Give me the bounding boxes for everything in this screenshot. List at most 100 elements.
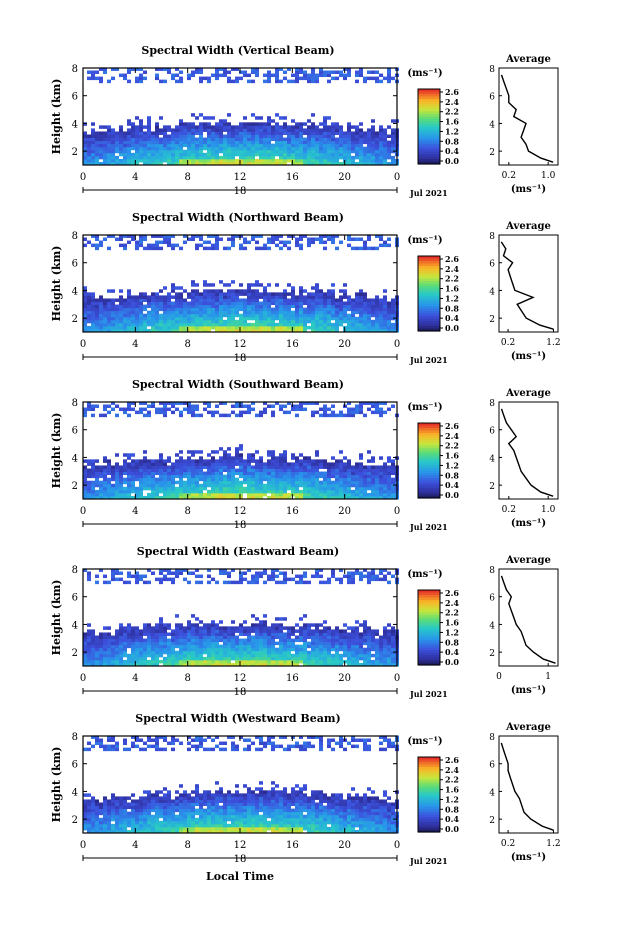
heatmap-cell <box>315 462 319 466</box>
heatmap-cell <box>171 128 175 132</box>
heatmap-cell <box>311 462 315 466</box>
heatmap-cell <box>271 456 275 460</box>
heatmap-cell <box>171 141 175 145</box>
heatmap-cell <box>151 323 155 327</box>
heatmap-cell <box>115 472 119 476</box>
heatmap-cell <box>307 645 311 649</box>
heatmap-cell <box>283 626 287 630</box>
heatmap-cell <box>315 636 319 640</box>
heatmap-cell <box>339 487 343 491</box>
heatmap-cell <box>279 571 283 575</box>
heatmap-cell <box>179 465 183 469</box>
heatmap-cell <box>123 150 127 154</box>
heatmap-cell <box>91 642 95 646</box>
heatmap-cell <box>295 144 299 148</box>
heatmap-cell <box>175 654 179 658</box>
heatmap-cell <box>275 77 279 81</box>
heatmap-cell <box>299 237 303 241</box>
heatmap-cell <box>355 478 359 482</box>
heatmap-cell <box>327 159 331 163</box>
heatmap-cell <box>159 289 163 293</box>
heatmap-cell <box>127 138 131 142</box>
heatmap-cell <box>211 636 215 640</box>
heatmap-cell <box>263 626 267 630</box>
heatmap-cell <box>339 156 343 160</box>
heatmap-cell <box>91 490 95 494</box>
heatmap-cell <box>91 308 95 312</box>
heatmap-cell <box>387 469 391 473</box>
heatmap-cell <box>203 77 207 81</box>
heatmap-cell <box>151 469 155 473</box>
heatmap-cell <box>159 144 163 148</box>
heatmap-cell <box>107 645 111 649</box>
heatmap-cell <box>215 323 219 327</box>
heatmap-cell <box>211 314 215 318</box>
heatmap-cell <box>191 292 195 296</box>
heatmap-cell <box>331 465 335 469</box>
heatmap-cell <box>387 244 391 248</box>
heatmap-cell <box>299 314 303 318</box>
heatmap-cell <box>183 156 187 160</box>
heatmap-cell <box>387 150 391 154</box>
heatmap-cell <box>355 493 359 497</box>
heatmap-cell <box>335 156 339 160</box>
heatmap-cell <box>107 144 111 148</box>
heatmap-cell <box>219 478 223 482</box>
heatmap-cell <box>127 292 131 296</box>
heatmap-cell <box>359 74 363 78</box>
heatmap-cell <box>155 241 159 245</box>
heatmap-cell <box>271 74 275 78</box>
heatmap-cell <box>227 147 231 151</box>
heatmap-cell <box>383 490 387 494</box>
heatmap-cell <box>219 456 223 460</box>
heatmap-cell <box>187 639 191 643</box>
heatmap-cell <box>327 150 331 154</box>
heatmap-cell <box>287 578 291 582</box>
heatmap-cell <box>339 150 343 154</box>
heatmap-cell <box>291 629 295 633</box>
heatmap-cell <box>231 493 235 497</box>
heatmap-cell <box>311 648 315 652</box>
panel-title: Spectral Width (Eastward Beam) <box>137 545 339 558</box>
heatmap-cell <box>223 159 227 163</box>
heatmap-cell <box>255 414 259 418</box>
heatmap-cell <box>299 645 303 649</box>
heatmap-cell <box>151 314 155 318</box>
heatmap-cell <box>123 314 127 318</box>
heatmap-cell <box>191 74 195 78</box>
heatmap-cell <box>247 144 251 148</box>
heatmap-cell <box>139 654 143 658</box>
heatmap-cell <box>315 469 319 473</box>
heatmap-cell <box>227 283 231 287</box>
heatmap-cell <box>311 484 315 488</box>
heatmap-cell <box>291 632 295 636</box>
heatmap-cell <box>199 651 203 655</box>
heatmap-cell <box>243 125 247 128</box>
heatmap-cell <box>175 490 179 494</box>
heatmap-cell <box>287 645 291 649</box>
heatmap-cell <box>207 153 211 157</box>
heatmap-cell <box>139 80 143 84</box>
heatmap-cell <box>147 411 151 415</box>
heatmap-cell <box>139 150 143 154</box>
heatmap-cell <box>203 159 207 163</box>
heatmap-cell <box>391 131 395 135</box>
heatmap-cell <box>143 292 147 296</box>
heatmap-cell <box>375 138 379 142</box>
heatmap-cell <box>91 639 95 643</box>
heatmap-cell <box>123 642 127 646</box>
heatmap-cell <box>251 651 255 655</box>
heatmap-cell <box>207 308 211 312</box>
heatmap-cell <box>199 575 203 579</box>
heatmap-cell <box>363 481 367 485</box>
heatmap-cell <box>155 626 159 630</box>
heatmap-cell <box>383 484 387 488</box>
heatmap-cell <box>355 475 359 479</box>
heatmap-cell <box>375 298 379 302</box>
heatmap-cell <box>303 462 307 466</box>
heatmap-cell <box>171 77 175 81</box>
heatmap-cell <box>95 147 99 151</box>
heatmap-cell <box>215 131 219 135</box>
heatmap-cell <box>275 481 279 485</box>
heatmap-cell <box>99 660 103 664</box>
